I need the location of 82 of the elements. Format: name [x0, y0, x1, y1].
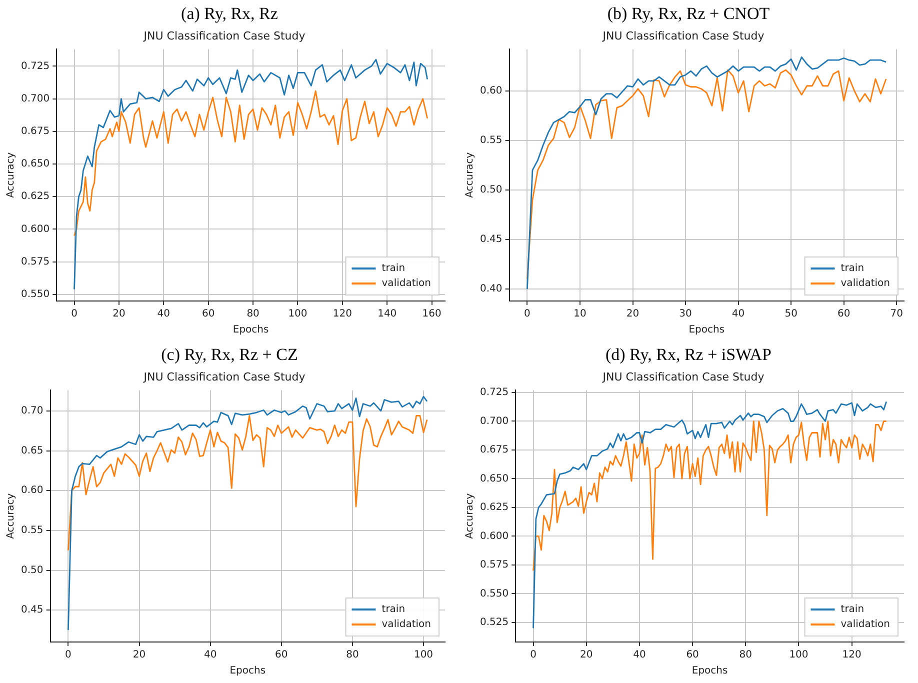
y-tick-label: 0.650 — [480, 473, 509, 484]
x-tick-label: 40 — [157, 308, 170, 320]
y-tick-label: 0.40 — [480, 284, 502, 295]
y-axis-title: Accuracy — [464, 493, 476, 539]
x-tick-label: 20 — [132, 650, 146, 661]
x-axis-title: Epochs — [688, 324, 725, 336]
y-tick-label: 0.700 — [20, 93, 50, 104]
x-tick-label: 100 — [414, 650, 434, 661]
x-tick-label: 120 — [332, 308, 352, 320]
chart-title: JNU Classification Case Study — [602, 370, 765, 384]
text: (b) Ry, Rx, Rz + CNOT — [606, 3, 771, 25]
y-tick-label: 0.625 — [480, 502, 509, 514]
y-tick-label: 0.600 — [20, 224, 50, 235]
text: (d) Ry, Rx, Rz + iSWAP — [604, 344, 772, 366]
x-tick-label: 50 — [784, 308, 798, 320]
y-tick-label: 0.55 — [480, 134, 502, 146]
legend-label: train — [840, 604, 864, 616]
y-tick-label: 0.725 — [20, 60, 50, 72]
text: (c) Ry, Rx, Rz + CZ — [160, 344, 299, 366]
x-tick-label: 10 — [574, 308, 586, 320]
y-tick-label: 0.60 — [21, 485, 44, 496]
y-axis-title: Accuracy — [6, 152, 17, 198]
y-tick-label: 0.725 — [480, 387, 509, 398]
x-tick-label: 0 — [524, 308, 530, 320]
chart-title: JNU Classification Case Study — [142, 370, 306, 384]
y-tick-label: 0.700 — [480, 416, 509, 427]
x-tick-label: 0 — [530, 650, 536, 661]
legend-label: validation — [382, 278, 431, 290]
x-tick-label: 0 — [71, 308, 78, 320]
x-tick-label: 40 — [732, 308, 745, 320]
x-axis-title: Epochs — [230, 666, 266, 677]
chart-title: JNU Classification Case Study — [602, 29, 765, 42]
y-tick-label: 0.70 — [21, 406, 44, 417]
x-tick-label: 40 — [633, 650, 646, 661]
y-tick-label: 0.575 — [20, 256, 50, 268]
y-tick-label: 0.550 — [480, 588, 509, 600]
legend-label: validation — [382, 619, 431, 630]
x-tick-label: 80 — [739, 650, 752, 661]
y-axis-title: Accuracy — [6, 493, 17, 539]
y-tick-label: 0.525 — [480, 617, 509, 628]
y-tick-label: 0.45 — [480, 234, 502, 246]
x-tick-label: 40 — [204, 650, 217, 661]
x-tick-label: 0 — [65, 650, 72, 661]
legend-label: validation — [840, 619, 890, 630]
y-tick-label: 0.45 — [21, 604, 44, 616]
x-axis-title: Epochs — [232, 324, 269, 336]
x-tick-label: 80 — [246, 308, 260, 320]
y-tick-label: 0.50 — [480, 184, 502, 196]
x-tick-label: 100 — [789, 650, 808, 661]
x-tick-label: 140 — [378, 308, 397, 320]
legend-label: validation — [840, 278, 890, 290]
x-tick-label: 160 — [422, 308, 442, 320]
x-tick-label: 60 — [275, 650, 288, 661]
y-tick-label: 0.65 — [21, 445, 44, 456]
legend-label: train — [382, 263, 406, 274]
y-tick-label: 0.675 — [480, 444, 509, 456]
y-tick-label: 0.675 — [20, 126, 50, 137]
x-tick-label: 120 — [842, 650, 862, 661]
x-tick-label: 20 — [580, 650, 593, 661]
x-tick-label: 80 — [346, 650, 359, 661]
y-tick-label: 0.55 — [21, 525, 44, 536]
y-tick-label: 0.575 — [480, 560, 509, 571]
legend-label: train — [382, 604, 406, 616]
x-tick-label: 20 — [626, 308, 640, 320]
x-tick-label: 60 — [202, 308, 215, 320]
y-tick-label: 0.625 — [20, 191, 50, 202]
y-tick-label: 0.60 — [480, 85, 502, 96]
x-tick-label: 20 — [112, 308, 126, 320]
x-tick-label: 70 — [890, 308, 903, 320]
x-tick-label: 60 — [837, 308, 850, 320]
x-tick-label: 30 — [679, 308, 692, 320]
x-tick-label: 60 — [686, 650, 699, 661]
legend-label: train — [840, 263, 864, 274]
y-tick-label: 0.650 — [20, 158, 50, 170]
y-tick-label: 0.550 — [20, 289, 50, 300]
x-axis-title: Epochs — [692, 666, 728, 677]
x-tick-label: 100 — [288, 308, 308, 320]
y-tick-label: 0.600 — [480, 530, 509, 542]
text: (a) Ry, Rx, Rz — [180, 3, 279, 25]
chart-title: JNU Classification Case Study — [142, 29, 306, 42]
y-tick-label: 0.50 — [21, 564, 44, 576]
y-axis-title: Accuracy — [464, 152, 476, 198]
